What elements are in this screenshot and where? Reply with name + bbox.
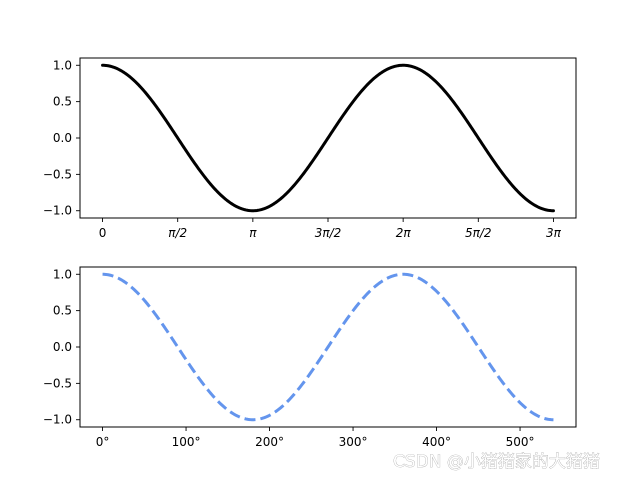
bottom-y-tick-label: 1.0 [53, 267, 72, 281]
top-y-tick-label: −1.0 [43, 204, 72, 218]
top-x-tick-label: 0 [99, 226, 107, 240]
bottom-axes: 0° 100° 200° 300° 400° 500° 1.0 0.5 0.0 −0.5 −1.0 [43, 266, 577, 449]
bottom-y-tick-label: 0.0 [53, 340, 72, 354]
top-x-tick-label: 2π [396, 226, 412, 240]
bottom-y-tick-label: 0.5 [53, 304, 72, 318]
top-x-tick-label: 5π/2 [465, 226, 492, 240]
bottom-x-tick-label: 500° [506, 435, 535, 449]
top-series-group [101, 63, 555, 213]
top-y-tick-label: −0.5 [43, 167, 72, 181]
bottom-y-ticks: 1.0 0.5 0.0 −0.5 −1.0 [43, 267, 80, 427]
bottom-x-ticks: 0° 100° 200° 300° 400° 500° [96, 427, 535, 449]
top-axes: 0 π/2 π 3π/2 2π 5π/2 3π 1.0 0.5 0.0 −0.5 −1.0 [43, 57, 577, 240]
top-series-line-0 [101, 63, 555, 213]
top-y-tick-label: 0.5 [53, 95, 72, 109]
top-x-tick-label: 3π/2 [315, 226, 342, 240]
bottom-x-tick-label: 100° [172, 435, 201, 449]
top-y-tick-label: 0.0 [53, 131, 72, 145]
top-y-tick-label: 1.0 [53, 58, 72, 72]
bottom-x-tick-label: 400° [422, 435, 451, 449]
top-x-tick-label: π [249, 226, 257, 240]
bottom-x-tick-label: 0° [96, 435, 110, 449]
bottom-series-group [102, 272, 554, 422]
watermark-text: CSDN @小猪猪家的大猪猪 [393, 452, 600, 472]
top-y-ticks: 1.0 0.5 0.0 −0.5 −1.0 [43, 58, 80, 218]
bottom-x-tick-label: 300° [339, 435, 368, 449]
bottom-y-tick-label: −0.5 [43, 376, 72, 390]
bottom-x-tick-label: 200° [255, 435, 284, 449]
top-x-tick-label: 3π [546, 226, 562, 240]
top-x-tick-label: π/2 [168, 226, 187, 240]
bottom-series-line-0 [102, 272, 554, 422]
top-x-ticks: 0 π/2 π 3π/2 2π 5π/2 3π [99, 218, 562, 240]
bottom-y-tick-label: −1.0 [43, 413, 72, 427]
